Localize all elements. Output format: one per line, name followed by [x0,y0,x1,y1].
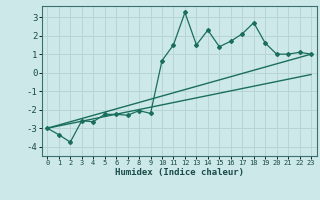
X-axis label: Humidex (Indice chaleur): Humidex (Indice chaleur) [115,168,244,177]
